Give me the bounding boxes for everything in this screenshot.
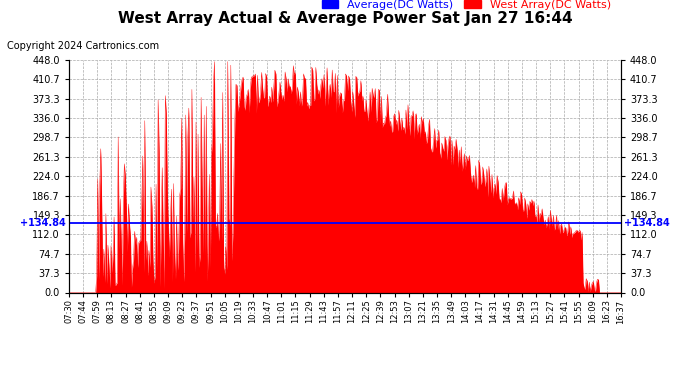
Text: +134.84: +134.84 <box>624 217 669 228</box>
Text: +134.84: +134.84 <box>21 217 66 228</box>
Text: Copyright 2024 Cartronics.com: Copyright 2024 Cartronics.com <box>7 41 159 51</box>
Text: West Array Actual & Average Power Sat Jan 27 16:44: West Array Actual & Average Power Sat Ja… <box>118 11 572 26</box>
Legend: Average(DC Watts), West Array(DC Watts): Average(DC Watts), West Array(DC Watts) <box>317 0 615 15</box>
